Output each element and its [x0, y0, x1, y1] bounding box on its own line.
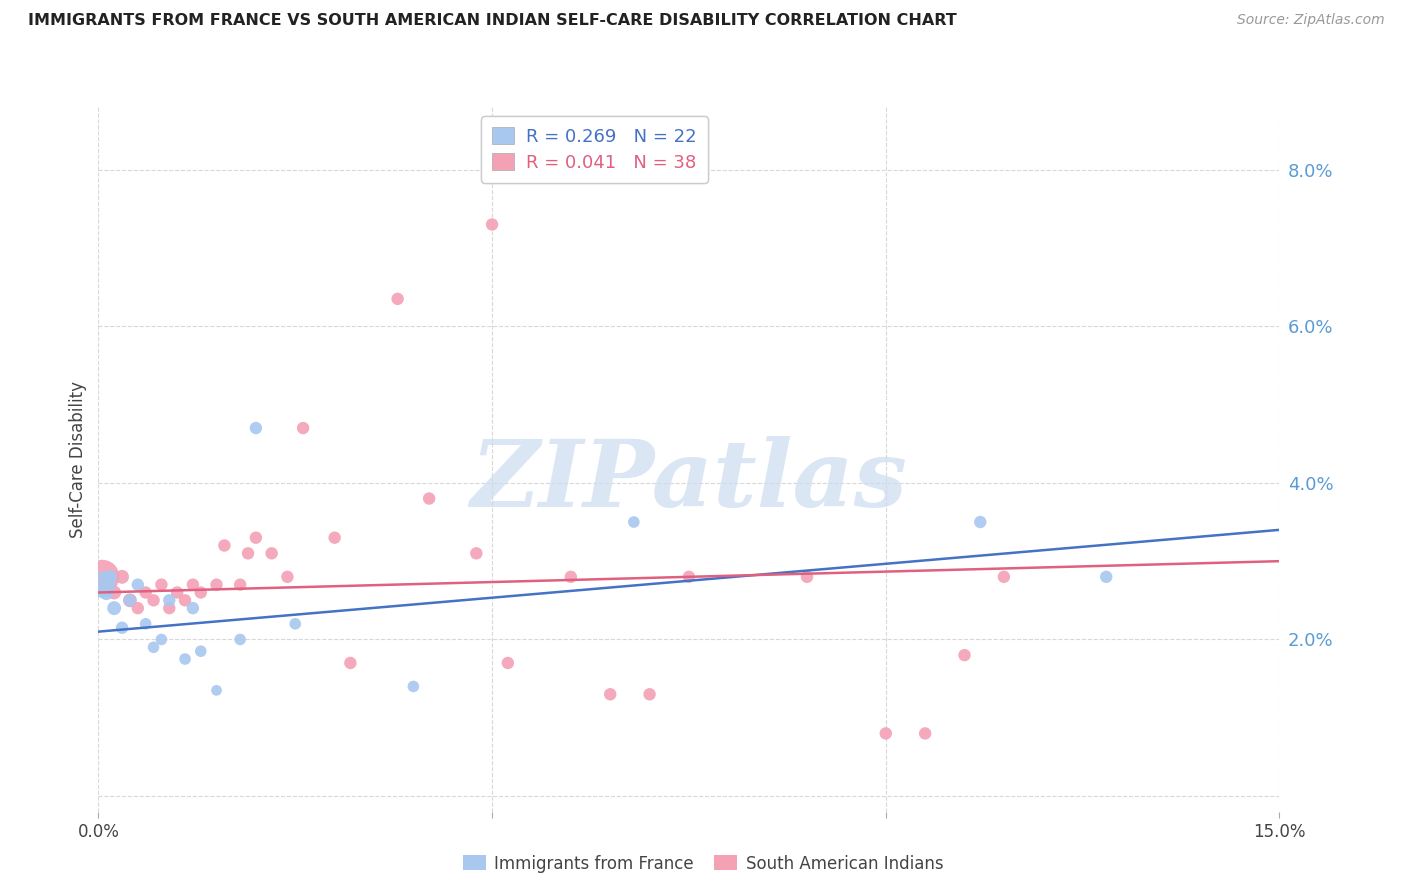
Point	[465, 546, 488, 560]
Point	[157, 593, 180, 607]
Point	[111, 570, 134, 584]
Point	[418, 491, 440, 506]
Point	[284, 616, 307, 631]
Point	[205, 683, 228, 698]
Point	[236, 546, 259, 560]
Point	[127, 577, 149, 591]
Point	[142, 640, 165, 655]
Point	[174, 652, 197, 666]
Point	[599, 687, 621, 701]
Point	[229, 632, 252, 647]
Point	[96, 585, 118, 599]
Legend: Immigrants from France, South American Indians: Immigrants from France, South American I…	[456, 848, 950, 880]
Point	[150, 577, 173, 591]
Legend: R = 0.269   N = 22, R = 0.041   N = 38: R = 0.269 N = 22, R = 0.041 N = 38	[481, 116, 707, 183]
Point	[323, 531, 346, 545]
Point	[260, 546, 283, 560]
Point	[142, 593, 165, 607]
Point	[623, 515, 645, 529]
Text: ZIPatlas: ZIPatlas	[471, 435, 907, 525]
Point	[135, 616, 157, 631]
Point	[190, 644, 212, 658]
Point	[402, 680, 425, 694]
Y-axis label: Self-Care Disability: Self-Care Disability	[69, 381, 87, 538]
Point	[181, 577, 204, 591]
Point	[98, 570, 121, 584]
Point	[229, 577, 252, 591]
Text: IMMIGRANTS FROM FRANCE VS SOUTH AMERICAN INDIAN SELF-CARE DISABILITY CORRELATION: IMMIGRANTS FROM FRANCE VS SOUTH AMERICAN…	[28, 13, 957, 29]
Point	[214, 539, 236, 553]
Point	[914, 726, 936, 740]
Text: Source: ZipAtlas.com: Source: ZipAtlas.com	[1237, 13, 1385, 28]
Point	[135, 585, 157, 599]
Point	[638, 687, 661, 701]
Point	[91, 570, 114, 584]
Point	[127, 601, 149, 615]
Point	[103, 601, 125, 615]
Point	[496, 656, 519, 670]
Point	[560, 570, 582, 584]
Point	[103, 585, 125, 599]
Point	[118, 593, 141, 607]
Point	[276, 570, 298, 584]
Point	[157, 601, 180, 615]
Point	[190, 585, 212, 599]
Point	[174, 593, 197, 607]
Point	[875, 726, 897, 740]
Point	[969, 515, 991, 529]
Point	[387, 292, 409, 306]
Point	[292, 421, 315, 435]
Point	[245, 421, 267, 435]
Point	[150, 632, 173, 647]
Point	[205, 577, 228, 591]
Point	[166, 585, 188, 599]
Point	[111, 621, 134, 635]
Point	[118, 593, 141, 607]
Point	[993, 570, 1015, 584]
Point	[339, 656, 361, 670]
Point	[96, 577, 118, 591]
Point	[481, 218, 503, 232]
Point	[91, 577, 114, 591]
Point	[245, 531, 267, 545]
Point	[1095, 570, 1118, 584]
Point	[953, 648, 976, 662]
Point	[796, 570, 818, 584]
Point	[181, 601, 204, 615]
Point	[678, 570, 700, 584]
